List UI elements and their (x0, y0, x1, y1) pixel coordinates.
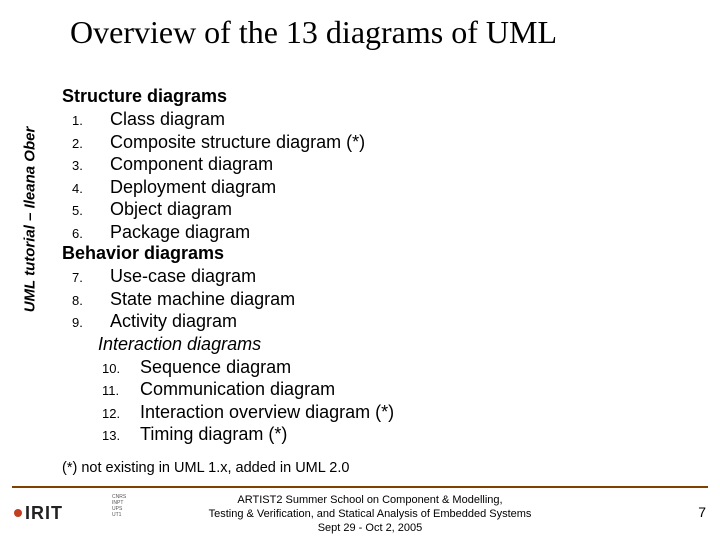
list-item: 1.Class diagram (62, 108, 692, 131)
sidebar-vertical-label: UML tutorial – Ileana Ober (20, 8, 40, 228)
list-item: 11.Communication diagram (62, 378, 692, 401)
footer-line-1: ARTIST2 Summer School on Component & Mod… (160, 494, 580, 508)
item-num: 10. (62, 361, 140, 377)
list-item: 9.Activity diagram (62, 310, 692, 333)
item-label: Sequence diagram (140, 356, 291, 379)
footer-line-2: Testing & Verification, and Statical Ana… (160, 508, 580, 522)
item-num: 1. (62, 113, 110, 129)
footer-line-3: Sept 29 - Oct 2, 2005 (160, 522, 580, 536)
footnote: (*) not existing in UML 1.x, added in UM… (62, 460, 692, 476)
item-num: 3. (62, 158, 110, 174)
list-item: 4.Deployment diagram (62, 176, 692, 199)
item-label: Interaction overview diagram (*) (140, 401, 394, 424)
structure-heading: Structure diagrams (62, 86, 692, 107)
footer: IRIT CNRS INPT UPS UT1 ARTIST2 Summer Sc… (0, 486, 720, 540)
list-item: 10.Sequence diagram (62, 356, 692, 379)
item-num: 6. (62, 226, 110, 242)
slide-title: Overview of the 13 diagrams of UML (70, 14, 557, 51)
item-num: 7. (62, 270, 110, 286)
item-label: Deployment diagram (110, 176, 276, 199)
list-item: 3.Component diagram (62, 153, 692, 176)
item-label: Communication diagram (140, 378, 335, 401)
list-item: 6.Package diagram (62, 221, 692, 244)
list-item: 7.Use-case diagram (62, 265, 692, 288)
item-label: Class diagram (110, 108, 225, 131)
item-label: Activity diagram (110, 310, 237, 333)
item-num: 4. (62, 181, 110, 197)
footer-logo: IRIT (14, 498, 106, 528)
content-body: Structure diagrams 1.Class diagram 2.Com… (62, 86, 692, 476)
item-label: Object diagram (110, 198, 232, 221)
sidebar-text: UML tutorial – Ileana Ober (22, 127, 39, 313)
item-label: Use-case diagram (110, 265, 256, 288)
item-num: 12. (62, 406, 140, 422)
logo-text: IRIT (25, 503, 63, 524)
list-item: 5.Object diagram (62, 198, 692, 221)
item-num: 11. (62, 383, 140, 399)
list-item: 12.Interaction overview diagram (*) (62, 401, 692, 424)
list-item: 8.State machine diagram (62, 288, 692, 311)
footer-caption: ARTIST2 Summer School on Component & Mod… (160, 494, 580, 535)
logo-dot-icon (14, 509, 22, 517)
item-label: Component diagram (110, 153, 273, 176)
list-item: 2.Composite structure diagram (*) (62, 131, 692, 154)
item-label: Composite structure diagram (*) (110, 131, 365, 154)
item-num: 9. (62, 315, 110, 331)
behavior-heading: Behavior diagrams (62, 243, 692, 264)
item-num: 13. (62, 428, 140, 444)
item-num: 8. (62, 293, 110, 309)
item-num: 2. (62, 136, 110, 152)
footer-divider (12, 486, 708, 488)
item-label: State machine diagram (110, 288, 295, 311)
page-number: 7 (698, 504, 706, 520)
footer-affiliations: CNRS INPT UPS UT1 (112, 494, 126, 518)
item-label: Package diagram (110, 221, 250, 244)
list-item: 13.Timing diagram (*) (62, 423, 692, 446)
item-label: Timing diagram (*) (140, 423, 287, 446)
interaction-heading: Interaction diagrams (98, 334, 692, 355)
item-num: 5. (62, 203, 110, 219)
